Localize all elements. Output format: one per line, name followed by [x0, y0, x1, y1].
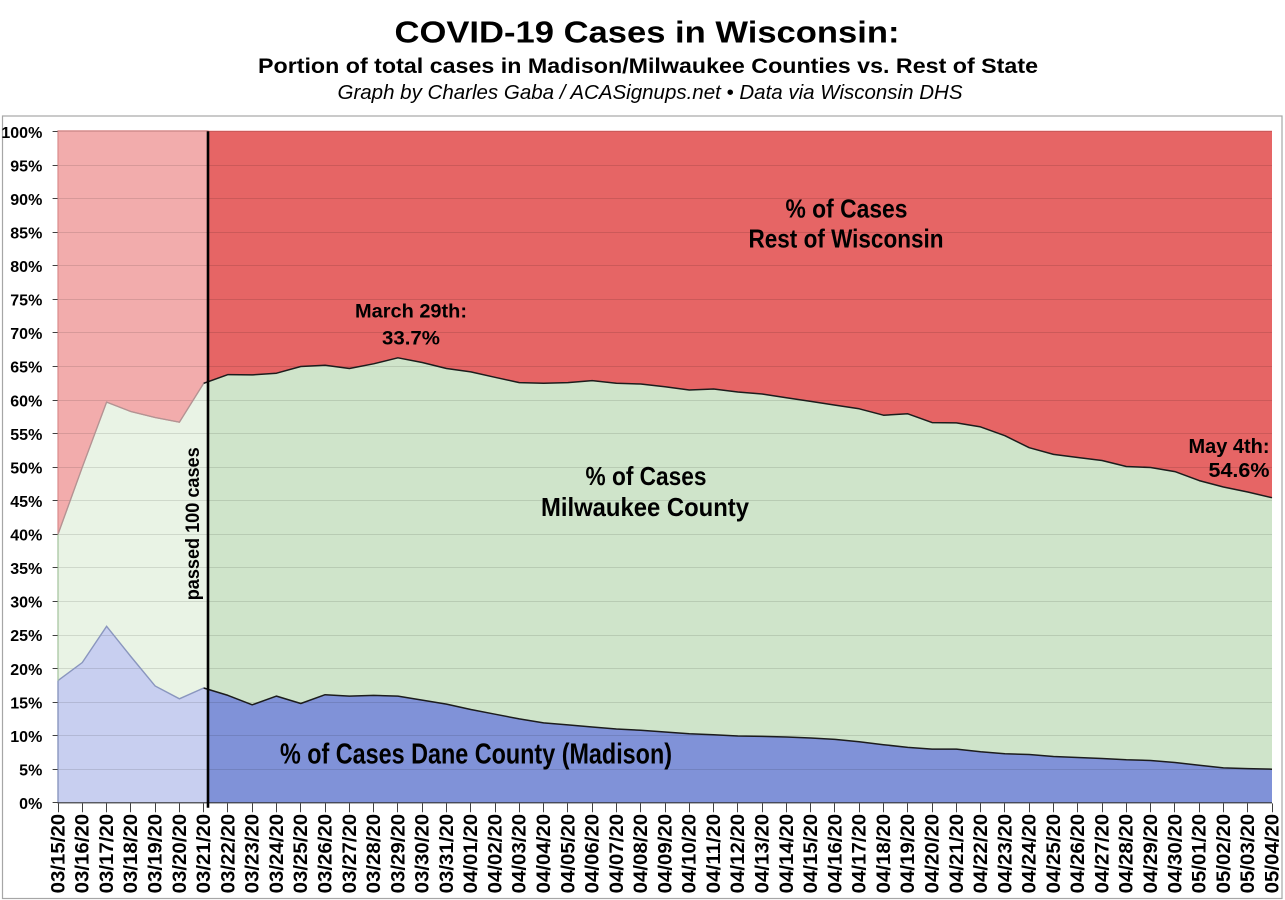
- svg-text:20%: 20%: [10, 662, 42, 679]
- svg-text:03/16/20: 03/16/20: [73, 814, 94, 894]
- svg-text:0%: 0%: [19, 796, 42, 813]
- svg-text:04/16/20: 04/16/20: [825, 814, 846, 894]
- svg-text:COVID-19 Cases in Wisconsin:: COVID-19 Cases in Wisconsin:: [395, 15, 900, 50]
- svg-text:03/27/20: 03/27/20: [340, 814, 361, 894]
- svg-text:04/05/20: 04/05/20: [558, 814, 579, 894]
- svg-text:30%: 30%: [10, 595, 42, 612]
- svg-text:03/30/20: 03/30/20: [413, 814, 434, 894]
- svg-text:04/11/20: 04/11/20: [704, 814, 725, 894]
- svg-text:03/24/20: 03/24/20: [267, 814, 288, 894]
- svg-text:100%: 100%: [1, 125, 42, 142]
- svg-text:03/17/20: 03/17/20: [97, 814, 118, 894]
- svg-text:% of Cases Dane County (Madiso: % of Cases Dane County (Madison): [280, 739, 672, 771]
- svg-text:45%: 45%: [10, 494, 42, 511]
- svg-text:05/04/20: 05/04/20: [1262, 814, 1283, 894]
- svg-text:Graph by Charles Gaba / ACASig: Graph by Charles Gaba / ACASignups.net •…: [338, 82, 964, 104]
- svg-text:04/07/20: 04/07/20: [607, 814, 628, 894]
- svg-text:05/01/20: 05/01/20: [1190, 814, 1211, 894]
- svg-text:May 4th:: May 4th:: [1189, 436, 1270, 458]
- svg-text:04/30/20: 04/30/20: [1165, 814, 1186, 894]
- svg-text:04/13/20: 04/13/20: [753, 814, 774, 894]
- svg-text:95%: 95%: [10, 158, 42, 175]
- svg-text:04/29/20: 04/29/20: [1141, 814, 1162, 894]
- svg-text:03/29/20: 03/29/20: [388, 814, 409, 894]
- svg-text:03/25/20: 03/25/20: [291, 814, 312, 894]
- svg-text:50%: 50%: [10, 460, 42, 477]
- svg-text:05/03/20: 05/03/20: [1238, 814, 1259, 894]
- svg-text:10%: 10%: [10, 729, 42, 746]
- svg-text:Portion of total cases in Madi: Portion of total cases in Madison/Milwau…: [258, 55, 1038, 78]
- svg-text:40%: 40%: [10, 528, 42, 545]
- svg-text:passed 100 cases: passed 100 cases: [183, 447, 204, 600]
- svg-text:03/19/20: 03/19/20: [146, 814, 167, 894]
- svg-text:03/20/20: 03/20/20: [170, 814, 191, 894]
- svg-text:03/23/20: 03/23/20: [243, 814, 264, 894]
- svg-text:04/20/20: 04/20/20: [923, 814, 944, 894]
- svg-text:65%: 65%: [10, 360, 42, 377]
- svg-text:03/22/20: 03/22/20: [218, 814, 239, 894]
- svg-text:04/15/20: 04/15/20: [801, 814, 822, 894]
- svg-text:85%: 85%: [10, 225, 42, 242]
- svg-text:55%: 55%: [10, 427, 42, 444]
- svg-text:04/27/20: 04/27/20: [1092, 814, 1113, 894]
- svg-text:60%: 60%: [10, 393, 42, 410]
- svg-text:70%: 70%: [10, 326, 42, 343]
- svg-text:04/25/20: 04/25/20: [1044, 814, 1065, 894]
- svg-text:04/18/20: 04/18/20: [874, 814, 895, 894]
- svg-text:% of Cases: % of Cases: [586, 461, 707, 491]
- svg-text:04/17/20: 04/17/20: [850, 814, 871, 894]
- svg-text:Rest of Wisconsin: Rest of Wisconsin: [749, 224, 944, 254]
- svg-text:04/09/20: 04/09/20: [655, 814, 676, 894]
- svg-text:04/22/20: 04/22/20: [971, 814, 992, 894]
- svg-text:04/23/20: 04/23/20: [995, 814, 1016, 894]
- svg-text:80%: 80%: [10, 259, 42, 276]
- svg-text:15%: 15%: [10, 695, 42, 712]
- svg-text:33.7%: 33.7%: [382, 329, 440, 350]
- svg-text:04/21/20: 04/21/20: [947, 814, 968, 894]
- svg-text:04/26/20: 04/26/20: [1068, 814, 1089, 894]
- svg-text:04/06/20: 04/06/20: [583, 814, 604, 894]
- svg-text:Milwaukee County: Milwaukee County: [541, 492, 749, 522]
- svg-text:04/01/20: 04/01/20: [461, 814, 482, 894]
- svg-text:04/10/20: 04/10/20: [680, 814, 701, 894]
- svg-text:90%: 90%: [10, 192, 42, 209]
- svg-text:03/31/20: 03/31/20: [437, 814, 458, 894]
- svg-text:04/03/20: 04/03/20: [510, 814, 531, 894]
- svg-text:03/21/20: 03/21/20: [194, 814, 215, 894]
- svg-text:03/28/20: 03/28/20: [364, 814, 385, 894]
- svg-text:04/02/20: 04/02/20: [485, 814, 506, 894]
- svg-text:% of Cases: % of Cases: [786, 194, 908, 224]
- svg-text:35%: 35%: [10, 561, 42, 578]
- svg-text:04/14/20: 04/14/20: [777, 814, 798, 894]
- svg-text:75%: 75%: [10, 293, 42, 310]
- svg-text:05/02/20: 05/02/20: [1214, 814, 1235, 894]
- svg-text:04/08/20: 04/08/20: [631, 814, 652, 894]
- svg-text:04/24/20: 04/24/20: [1020, 814, 1041, 894]
- svg-text:03/18/20: 03/18/20: [121, 814, 142, 894]
- svg-text:04/04/20: 04/04/20: [534, 814, 555, 894]
- svg-text:03/26/20: 03/26/20: [316, 814, 337, 894]
- svg-text:04/28/20: 04/28/20: [1117, 814, 1138, 894]
- svg-text:04/12/20: 04/12/20: [728, 814, 749, 894]
- svg-text:04/19/20: 04/19/20: [898, 814, 919, 894]
- svg-text:5%: 5%: [19, 762, 42, 779]
- svg-text:25%: 25%: [10, 628, 42, 645]
- svg-text:03/15/20: 03/15/20: [48, 814, 69, 894]
- svg-text:March 29th:: March 29th:: [355, 302, 467, 323]
- svg-text:54.6%: 54.6%: [1209, 460, 1270, 482]
